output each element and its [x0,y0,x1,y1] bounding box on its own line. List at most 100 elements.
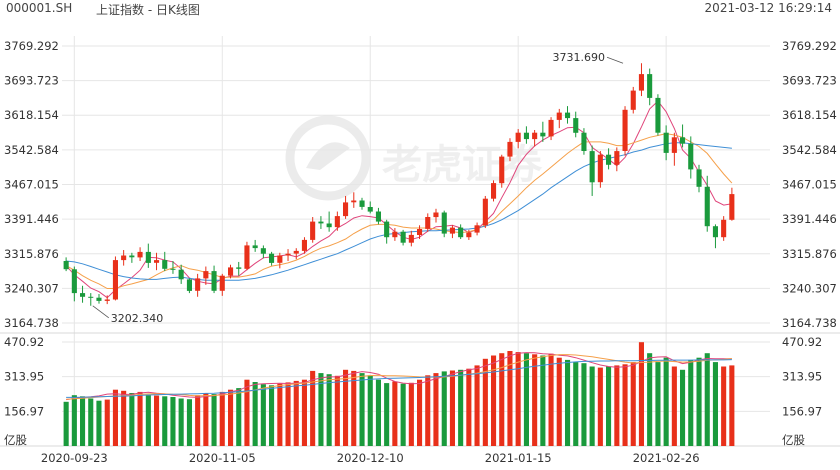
candle-body [408,234,414,243]
candle-body [622,109,628,151]
candle-body [96,297,102,301]
volume-bar [343,369,349,446]
volume-tick-right: 156.97 [782,404,822,418]
volume-bar [441,371,447,446]
price-annotations: 3731.690 3202.340 [92,51,624,325]
volume-bar [425,375,431,446]
chart-title: 上证指数 - 日K线图 [96,3,200,17]
candle-body [178,269,184,280]
candle-body [162,260,168,269]
volume-bar [671,366,677,446]
volume-bar [606,366,612,446]
volume-bar [334,375,340,446]
candle-body [712,226,718,238]
price-tick-left: 3467.015 [4,178,59,192]
candle-body [384,221,390,238]
volume-bar [375,379,381,446]
candle-body [647,74,653,98]
candle-body [663,132,669,153]
candle-body [540,132,546,137]
volume-bar [310,370,316,446]
volume-bar [622,364,628,446]
volume-bar [515,352,521,446]
volume-bar [507,351,513,446]
volume-bar [680,369,686,446]
candle-body [688,143,694,170]
volume-ma20-line [66,359,732,398]
candle-body [80,293,86,297]
candle-body [482,198,488,226]
candle-body [343,202,349,217]
candle-body [293,250,299,254]
volume-tick-right: 313.95 [782,370,822,384]
volume-bar [449,370,455,446]
high-price-label: 3731.690 [553,51,606,64]
low-price-label: 3202.340 [111,312,164,325]
annotation-leader [92,305,110,319]
volume-bar [696,357,702,446]
candle-body [696,169,702,187]
candle-body [614,151,620,165]
date-tick-label: 2021-01-15 [485,451,552,465]
volume-bar [532,354,538,446]
volume-bar [597,367,603,446]
volume-bar [712,362,718,446]
candle-body [88,296,94,298]
volume-bar [647,353,653,446]
volume-bar [400,383,406,446]
price-tick-right: 3164.738 [782,316,837,330]
candle-body [573,118,579,133]
candle-body [277,255,283,263]
candle-body [326,223,332,228]
candle-body [104,299,110,301]
volume-bar [326,374,332,446]
volume-bar [186,399,192,446]
volume-bar [211,394,217,446]
volume-bar [729,365,735,446]
volume-bar [466,368,472,446]
candlestick-series[interactable] [63,63,735,306]
volume-bars[interactable] [63,342,735,446]
candle-body [671,137,677,153]
volume-bar [721,366,727,446]
volume-bar [88,398,94,446]
volume-bar [351,370,357,446]
candle-body [400,231,406,243]
volume-unit-left: 亿股 [4,433,27,447]
volume-bar [417,379,423,446]
candle-body [704,186,710,227]
volume-bar [71,395,77,446]
candle-body [581,132,587,151]
candle-body [589,151,595,183]
volume-bar [178,398,184,446]
candle-body [334,216,340,228]
candle-body [523,132,529,140]
candle-body [433,212,439,218]
volume-ma-lines [66,352,732,401]
date-tick-label: 2020-11-05 [189,451,256,465]
candle-body [721,219,727,238]
volume-bar [540,355,546,446]
volume-bar [96,400,102,446]
volume-tick-left: 313.95 [4,370,44,384]
candle-body [565,112,571,119]
candle-body [441,212,447,234]
volume-bar [408,382,414,446]
price-tick-right: 3467.015 [782,178,837,192]
candle-body [425,217,431,229]
volume-bar [244,379,250,446]
volume-bar [301,379,307,446]
candle-body [638,74,644,91]
volume-bar [293,380,299,446]
price-tick-left: 3240.307 [4,281,59,295]
volume-bar [589,366,595,446]
price-ma-lines [65,100,733,299]
candle-body [252,245,258,249]
candle-body [351,200,357,203]
candle-body [458,227,464,238]
volume-bar [491,355,497,446]
candle-body [211,271,217,291]
candle-body [228,267,234,276]
price-tick-left: 3769.292 [4,39,59,53]
